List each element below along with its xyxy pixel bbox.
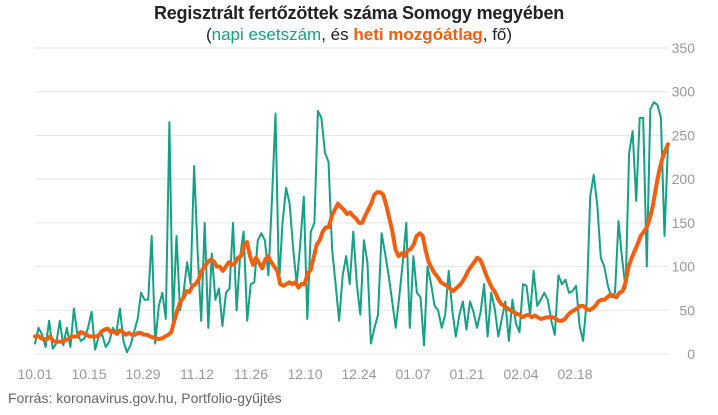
x-tick-label: 10.15 (71, 366, 106, 382)
series-line-moving-average (33, 142, 670, 344)
x-tick-label: 11.26 (234, 366, 268, 382)
x-tick-label: 11.12 (180, 366, 214, 382)
x-tick-label: 02.18 (557, 366, 592, 382)
subtitle-open: ( (205, 25, 212, 44)
x-tick-label: 10.29 (125, 366, 160, 382)
x-tick-label: 01.21 (449, 366, 484, 382)
y-tick-label: 50 (679, 302, 695, 318)
subtitle-mid: , és (321, 25, 354, 44)
x-tick-label: 10.01 (17, 366, 52, 382)
legend-avg-label: heti mozgóátlag (353, 25, 483, 44)
y-tick-label: 150 (672, 215, 696, 231)
x-tick-label: 12.24 (341, 366, 376, 382)
y-tick-label: 350 (672, 40, 696, 56)
x-tick-label: 01.07 (395, 366, 430, 382)
y-tick-label: 300 (672, 84, 696, 100)
x-tick-label: 02.04 (503, 366, 538, 382)
series-line-daily (34, 101, 669, 354)
x-tick-label: 12.10 (287, 366, 322, 382)
y-tick-label: 0 (687, 346, 695, 362)
y-tick-label: 200 (672, 171, 696, 187)
y-tick-label: 100 (672, 259, 696, 275)
legend-daily-label: napi esetszám (211, 25, 322, 44)
series-layer (33, 101, 670, 354)
x-axis-ticks: 10.01 10.15 10.29 11.12 11.26 12.10 12.24 01.07… (17, 366, 592, 382)
source-note: Forrás: koronavirus.gov.hu, Portfolio-gy… (8, 390, 282, 406)
grid-lines (35, 47, 668, 355)
chart-subtitle: (napi esetszám, és heti mozgóátlag, fő) (0, 25, 718, 45)
subtitle-close: , fő) (482, 25, 513, 44)
y-tick-label: 250 (672, 127, 696, 143)
y-axis-ticks: 0 50 100 150 200 250 300 350 (672, 40, 696, 362)
chart-title: Regisztrált fertőzöttek száma Somogy meg… (153, 3, 565, 23)
